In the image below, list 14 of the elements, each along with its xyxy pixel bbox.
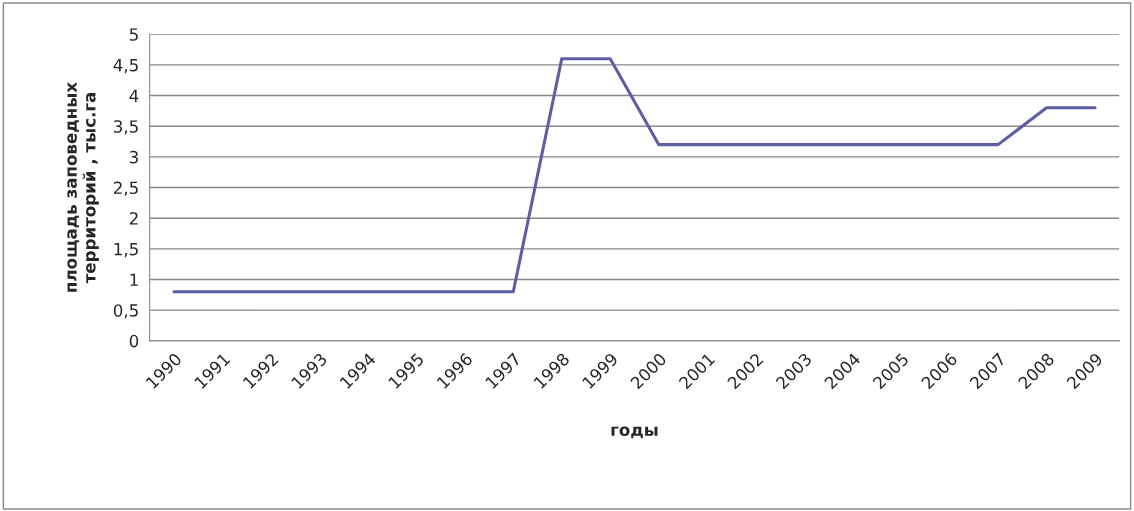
y-tick-label: 4 bbox=[129, 89, 139, 102]
y-tick-label: 1,5 bbox=[114, 243, 138, 258]
y-tick-label: 3,5 bbox=[114, 120, 138, 135]
line-series bbox=[172, 57, 1097, 294]
y-tick-label: 2 bbox=[129, 212, 138, 225]
y-tick-label: 4,5 bbox=[113, 59, 138, 74]
y-axis-title: площадь заповедных территорий , тыс.га bbox=[67, 82, 99, 292]
y-tick-label: 1 bbox=[130, 273, 138, 286]
y-tick-label: 3 bbox=[129, 150, 138, 164]
y-tick-label: 2,5 bbox=[113, 181, 138, 196]
y-tick-label: 0,5 bbox=[113, 304, 138, 319]
y-tick-label: 0 bbox=[129, 334, 139, 348]
y-tick-label: 5 bbox=[129, 28, 138, 41]
x-axis-title: годы bbox=[611, 426, 658, 439]
